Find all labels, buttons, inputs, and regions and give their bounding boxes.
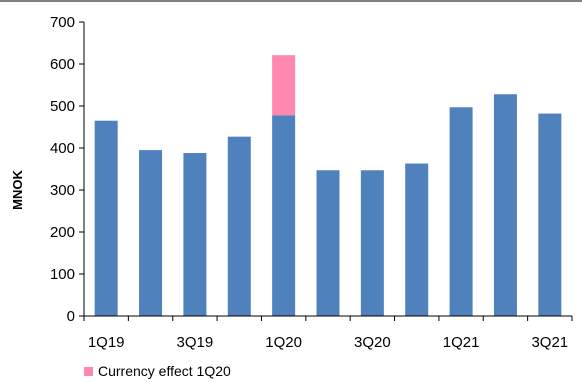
y-tick-label: 0 (67, 308, 75, 325)
bar-1Q19 (94, 120, 118, 316)
x-tick-label: 1Q19 (88, 334, 125, 351)
bar-2Q21 (493, 94, 517, 317)
legend-label-currency-effect: Currency effect 1Q20 (98, 363, 231, 379)
y-tick-label: 700 (50, 14, 75, 31)
bar-3Q21 (538, 113, 562, 316)
x-tick-label: 3Q21 (531, 334, 568, 351)
x-tick-label: 1Q21 (443, 334, 480, 351)
y-tick-label: 300 (50, 182, 75, 199)
y-axis-title-text: MNOK (10, 170, 25, 210)
bar-currency-effect-1Q20 (272, 55, 296, 116)
y-tick-label: 100 (50, 266, 75, 283)
bar-3Q20 (360, 170, 384, 316)
bars (94, 55, 562, 317)
y-tick-label: 600 (50, 56, 75, 73)
legend-swatch-currency-effect (84, 367, 93, 376)
y-axis-ticks: 0 100 200 300 400 500 600 700 (50, 14, 84, 325)
legend: Currency effect 1Q20 (84, 363, 231, 379)
bar-2Q19 (139, 150, 163, 316)
y-axis-title: MNOK (10, 170, 25, 210)
bar-1Q21 (449, 107, 473, 316)
bar-4Q20 (405, 163, 429, 316)
x-axis-ticks: 1Q19 3Q19 1Q20 3Q20 1Q21 3Q21 (83, 316, 573, 351)
bar-4Q19 (227, 136, 251, 316)
y-tick-label: 500 (50, 98, 75, 115)
bar-1Q20 (272, 115, 296, 317)
bar-3Q19 (183, 153, 207, 316)
x-tick-label: 3Q19 (177, 334, 214, 351)
y-tick-label: 200 (50, 224, 75, 241)
y-tick-label: 400 (50, 140, 75, 157)
x-tick-label: 3Q20 (354, 334, 391, 351)
bar-2Q20 (316, 170, 340, 316)
x-tick-label: 1Q20 (265, 334, 302, 351)
